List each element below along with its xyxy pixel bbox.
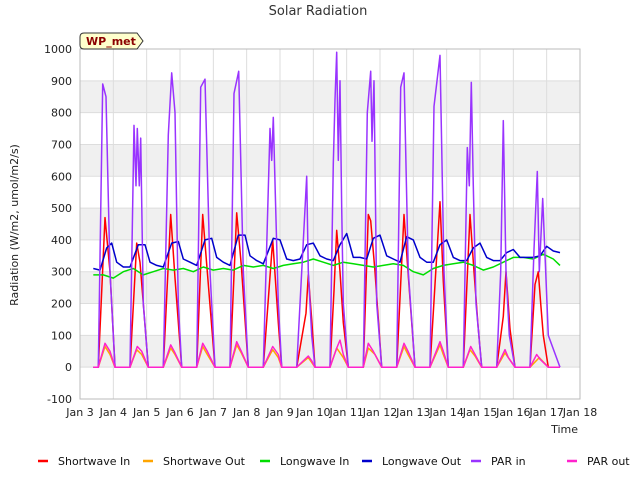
legend-label-par-in: PAR in xyxy=(491,455,526,468)
plot-band xyxy=(80,144,580,177)
y-tick-label: -100 xyxy=(47,393,72,406)
y-tick-label: 0 xyxy=(65,361,72,374)
series-layer xyxy=(93,51,561,368)
y-tick-label: 900 xyxy=(51,75,72,88)
x-tick-label: Jan 3 xyxy=(65,406,93,419)
series-line-par-in xyxy=(93,51,561,368)
legend: Shortwave In Shortwave Out Longwave In Long… xyxy=(38,455,630,468)
plot-bands xyxy=(80,49,580,399)
y-tick-label: 800 xyxy=(51,107,72,120)
chart-title: Solar Radiation xyxy=(269,4,368,19)
y-tick-label: 1000 xyxy=(44,43,72,56)
y-tick-labels: -100 0 100 200 300 400 500 600 700 800 900 1000 xyxy=(44,43,72,406)
y-tick-label: 500 xyxy=(51,202,72,215)
x-tick-label: Jan 11 xyxy=(328,406,363,419)
plot-band xyxy=(80,80,580,113)
series-line-longwave-out xyxy=(93,232,561,271)
x-tick-label: Jan 10 xyxy=(295,406,330,419)
x-tick-label: Jan 8 xyxy=(232,406,260,419)
badge-text: WP_met xyxy=(86,35,136,48)
x-tick-label: Jan 15 xyxy=(462,406,497,419)
y-axis-title: Radiation (W/m2, umol/m2/s) xyxy=(8,144,21,306)
x-tick-label: Jan 4 xyxy=(99,406,127,419)
x-tick-label: Jan 16 xyxy=(495,406,530,419)
y-tick-label: 600 xyxy=(51,170,72,183)
plot-band xyxy=(80,208,580,240)
y-tick-label: 300 xyxy=(51,266,72,279)
y-tick-label: 700 xyxy=(51,138,72,151)
y-tick-label: 400 xyxy=(51,234,72,247)
x-tick-label: Jan 14 xyxy=(428,406,463,419)
plot-frame xyxy=(79,48,581,400)
legend-label-par-out: PAR out xyxy=(587,455,630,468)
x-axis-title: Time xyxy=(550,423,578,436)
x-tick-label: Jan 9 xyxy=(265,406,293,419)
legend-label-shortwave-in: Shortwave In xyxy=(58,455,130,468)
plot-band xyxy=(80,271,580,304)
y-tick-label: 200 xyxy=(51,298,72,311)
x-tick-label: Jan 5 xyxy=(132,406,160,419)
x-tick-label: Jan 13 xyxy=(395,406,430,419)
x-tick-label: Jan 17 xyxy=(528,406,563,419)
x-tick-labels: Jan 3 Jan 4 Jan 5 Jan 6 Jan 7 Jan 8 Jan 9 Jan 1… xyxy=(65,406,597,419)
series-line-longwave-in xyxy=(93,253,561,279)
legend-label-longwave-out: Longwave Out xyxy=(382,455,462,468)
x-tick-label: Jan 12 xyxy=(362,406,397,419)
x-tick-label: Jan 6 xyxy=(165,406,193,419)
series-line-par-out xyxy=(93,339,560,368)
y-tick-label: 100 xyxy=(51,329,72,342)
badge-shape xyxy=(79,32,144,50)
legend-label-longwave-in: Longwave In xyxy=(280,455,349,468)
station-badge: WP_met xyxy=(79,32,144,50)
x-tick-label: Jan 18 xyxy=(562,406,597,419)
legend-label-shortwave-out: Shortwave Out xyxy=(163,455,246,468)
x-tick-label: Jan 7 xyxy=(199,406,227,419)
